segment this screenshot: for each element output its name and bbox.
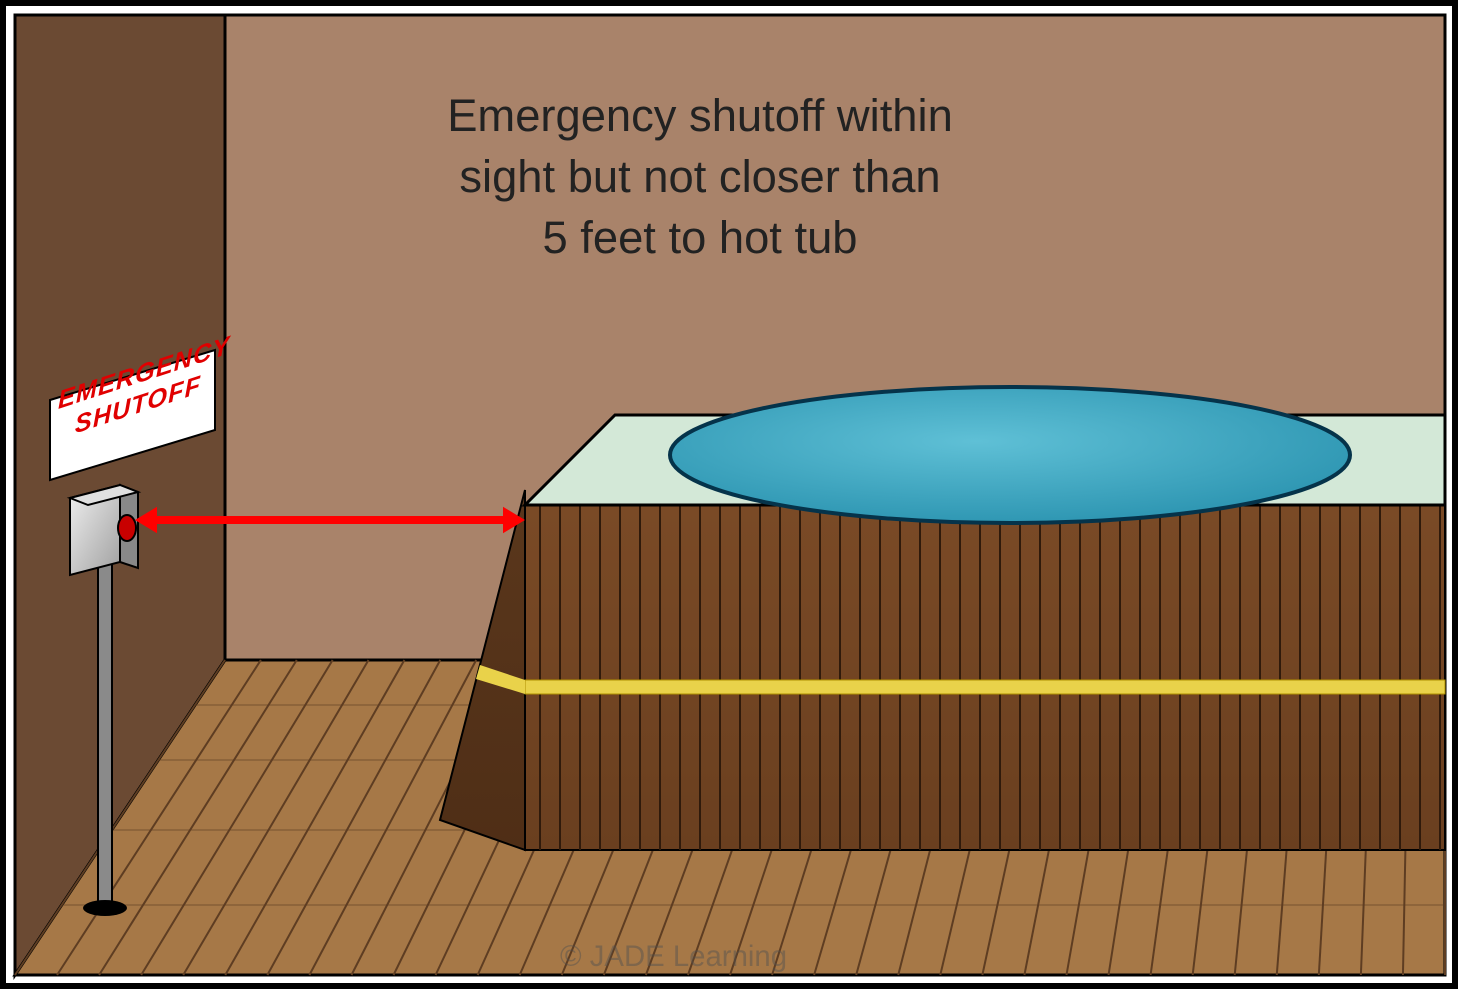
shutoff-button	[118, 515, 136, 541]
shutoff-pole-base	[83, 900, 127, 916]
tub-water	[670, 387, 1350, 523]
diagram-scene: Emergency shutoff within sight but not c…	[0, 0, 1458, 989]
caption-line-2: sight but not closer than	[459, 151, 940, 202]
tub-skirt-front	[525, 505, 1445, 850]
shutoff-pole	[98, 560, 112, 905]
caption-line-3: 5 feet to hot tub	[542, 212, 857, 263]
shutoff-switch-box	[70, 485, 138, 575]
watermark-text: © JADE Learning	[560, 940, 787, 974]
hot-tub	[440, 387, 1445, 850]
tub-band-front	[525, 680, 1445, 694]
main-caption: Emergency shutoff within sight but not c…	[320, 85, 1080, 269]
caption-line-1: Emergency shutoff within	[447, 90, 953, 141]
